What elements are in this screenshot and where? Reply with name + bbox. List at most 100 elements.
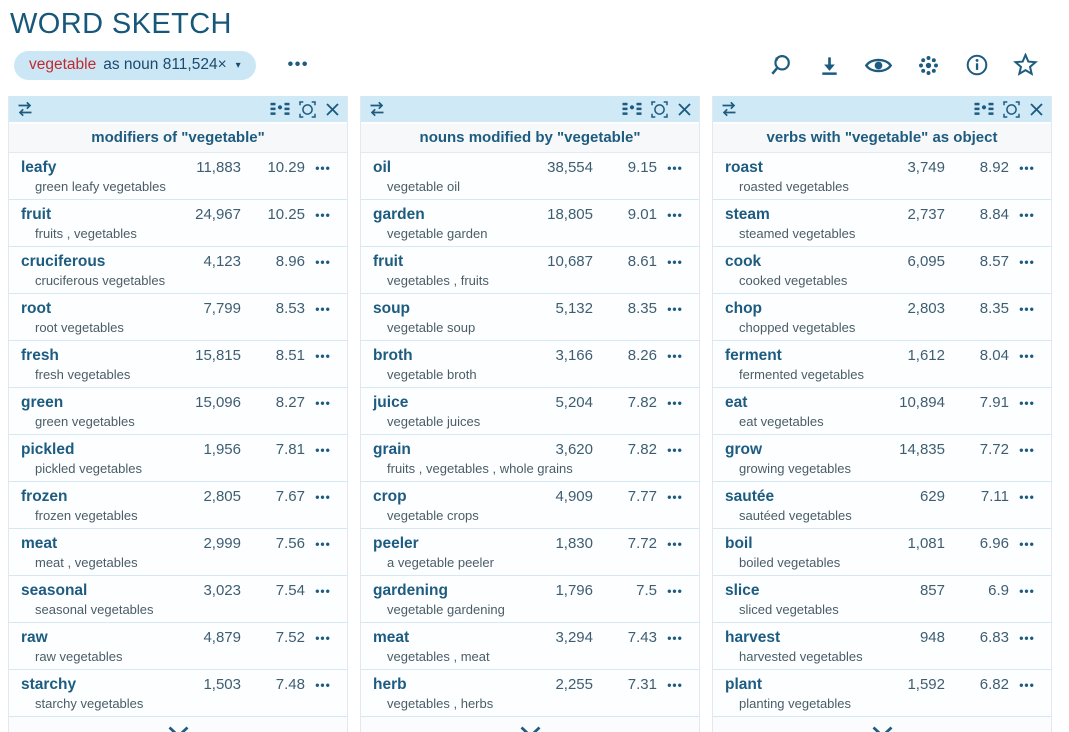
collocate-example[interactable]: vegetables , fruits (387, 273, 489, 288)
collocate-example[interactable]: seasonal vegetables (35, 602, 154, 617)
collocate-word[interactable]: harvest (725, 629, 781, 646)
download-icon[interactable] (816, 52, 843, 79)
collocate-example[interactable]: pickled vegetables (35, 461, 142, 476)
row-menu-button[interactable]: ••• (667, 348, 683, 363)
collocate-row[interactable]: steam 2,737 8.84 ••• steamed vegetables (713, 200, 1051, 247)
collocate-word[interactable]: fruit (373, 253, 404, 270)
collocate-word[interactable]: crop (373, 488, 407, 505)
collocate-row[interactable]: oil 38,554 9.15 ••• vegetable oil (361, 153, 699, 200)
collocate-word[interactable]: plant (725, 676, 763, 693)
collocate-row[interactable]: grain 3,620 7.82 ••• fruits , vegetables… (361, 435, 699, 482)
collocate-word[interactable]: meat (373, 629, 410, 646)
collocate-word[interactable]: herb (373, 676, 407, 693)
collocate-row[interactable]: crop 4,909 7.77 ••• vegetable crops (361, 482, 699, 529)
collocate-word[interactable]: gardening (373, 582, 448, 599)
collocate-row[interactable]: harvest 948 6.83 ••• harvested vegetable… (713, 623, 1051, 670)
swap-columns-icon[interactable] (720, 101, 738, 117)
collocate-word[interactable]: grow (725, 441, 763, 458)
row-menu-button[interactable]: ••• (1019, 536, 1035, 551)
row-menu-button[interactable]: ••• (315, 301, 331, 316)
collocate-row[interactable]: leafy 11,883 10.29 ••• green leafy veget… (9, 153, 347, 200)
collocate-word[interactable]: ferment (725, 347, 782, 364)
collocate-row[interactable]: root 7,799 8.53 ••• root vegetables (9, 294, 347, 341)
favorite-star-icon[interactable] (1011, 51, 1040, 79)
query-chip[interactable]: vegetable as noun 811,524× ▾ (14, 50, 256, 80)
row-menu-button[interactable]: ••• (1019, 677, 1035, 692)
row-menu-button[interactable]: ••• (667, 395, 683, 410)
collocate-example[interactable]: boiled vegetables (739, 555, 841, 570)
collocate-example[interactable]: cooked vegetables (739, 273, 848, 288)
focus-icon[interactable] (651, 100, 668, 118)
close-icon[interactable] (325, 102, 340, 117)
collocate-example[interactable]: vegetable garden (387, 226, 488, 241)
collocate-example[interactable]: vegetable oil (387, 179, 460, 194)
collocate-row[interactable]: meat 2,999 7.56 ••• meat , vegetables (9, 529, 347, 576)
row-menu-button[interactable]: ••• (667, 536, 683, 551)
view-options-eye-icon[interactable] (863, 54, 894, 77)
collocate-example[interactable]: fresh vegetables (35, 367, 131, 382)
collocate-row[interactable]: chop 2,803 8.35 ••• chopped vegetables (713, 294, 1051, 341)
row-menu-button[interactable]: ••• (315, 630, 331, 645)
collocate-word[interactable]: pickled (21, 441, 75, 458)
row-menu-button[interactable]: ••• (315, 348, 331, 363)
collocate-example[interactable]: chopped vegetables (739, 320, 856, 335)
collocate-word[interactable]: slice (725, 582, 760, 599)
collocate-example[interactable]: planting vegetables (739, 696, 852, 711)
collocate-row[interactable]: soup 5,132 8.35 ••• vegetable soup (361, 294, 699, 341)
collocate-example[interactable]: vegetable broth (387, 367, 477, 382)
collocate-example[interactable]: eat vegetables (739, 414, 824, 429)
row-menu-button[interactable]: ••• (667, 630, 683, 645)
row-menu-button[interactable]: ••• (667, 583, 683, 598)
row-menu-button[interactable]: ••• (1019, 160, 1035, 175)
collocate-row[interactable]: garden 18,805 9.01 ••• vegetable garden (361, 200, 699, 247)
collocate-word[interactable]: meat (21, 535, 58, 552)
collocate-word[interactable]: leafy (21, 159, 57, 176)
collocate-row[interactable]: green 15,096 8.27 ••• green vegetables (9, 388, 347, 435)
collocate-example[interactable]: vegetable juices (387, 414, 481, 429)
collocate-example[interactable]: vegetable gardening (387, 602, 505, 617)
row-menu-button[interactable]: ••• (315, 395, 331, 410)
focus-icon[interactable] (1003, 100, 1020, 118)
row-menu-button[interactable]: ••• (1019, 348, 1035, 363)
collocate-row[interactable]: fruit 24,967 10.25 ••• fruits , vegetabl… (9, 200, 347, 247)
collocate-word[interactable]: seasonal (21, 582, 88, 599)
collocate-row[interactable]: pickled 1,956 7.81 ••• pickled vegetable… (9, 435, 347, 482)
collocate-example[interactable]: vegetables , meat (387, 649, 490, 664)
row-menu-button[interactable]: ••• (1019, 630, 1035, 645)
collocate-word[interactable]: garden (373, 206, 425, 223)
collocate-row[interactable]: eat 10,894 7.91 ••• eat vegetables (713, 388, 1051, 435)
collocate-word[interactable]: boil (725, 535, 753, 552)
collocate-word[interactable]: steam (725, 206, 770, 223)
collocate-row[interactable]: fruit 10,687 8.61 ••• vegetables , fruit… (361, 247, 699, 294)
collocate-word[interactable]: chop (725, 300, 763, 317)
collocate-word[interactable]: broth (373, 347, 413, 364)
collocate-example[interactable]: vegetable soup (387, 320, 476, 335)
row-menu-button[interactable]: ••• (667, 677, 683, 692)
collocate-word[interactable]: starchy (21, 676, 77, 693)
row-menu-button[interactable]: ••• (667, 301, 683, 316)
collocate-row[interactable]: starchy 1,503 7.48 ••• starchy vegetable… (9, 670, 347, 717)
collocate-row[interactable]: slice 857 6.9 ••• sliced vegetables (713, 576, 1051, 623)
row-menu-button[interactable]: ••• (667, 489, 683, 504)
collocate-example[interactable]: roasted vegetables (739, 179, 849, 194)
expand-more-button[interactable] (9, 717, 347, 732)
collocate-example[interactable]: sautéed vegetables (739, 508, 852, 523)
collocate-example[interactable]: fermented vegetables (739, 367, 865, 382)
expand-more-button[interactable] (713, 717, 1051, 732)
row-menu-button[interactable]: ••• (1019, 301, 1035, 316)
swap-columns-icon[interactable] (368, 101, 386, 117)
collocate-row[interactable]: plant 1,592 6.82 ••• planting vegetables (713, 670, 1051, 717)
row-menu-button[interactable]: ••• (1019, 442, 1035, 457)
collocate-row[interactable]: gardening 1,796 7.5 ••• vegetable garden… (361, 576, 699, 623)
row-menu-button[interactable]: ••• (315, 160, 331, 175)
collocate-word[interactable]: fruit (21, 206, 52, 223)
collocate-word[interactable]: raw (21, 629, 48, 646)
row-menu-button[interactable]: ••• (667, 254, 683, 269)
collocate-row[interactable]: raw 4,879 7.52 ••• raw vegetables (9, 623, 347, 670)
collocate-example[interactable]: sliced vegetables (739, 602, 839, 617)
collocate-row[interactable]: juice 5,204 7.82 ••• vegetable juices (361, 388, 699, 435)
expand-more-button[interactable] (361, 717, 699, 732)
collocate-word[interactable]: sautée (725, 488, 775, 505)
collocate-example[interactable]: green vegetables (35, 414, 135, 429)
row-menu-button[interactable]: ••• (315, 536, 331, 551)
